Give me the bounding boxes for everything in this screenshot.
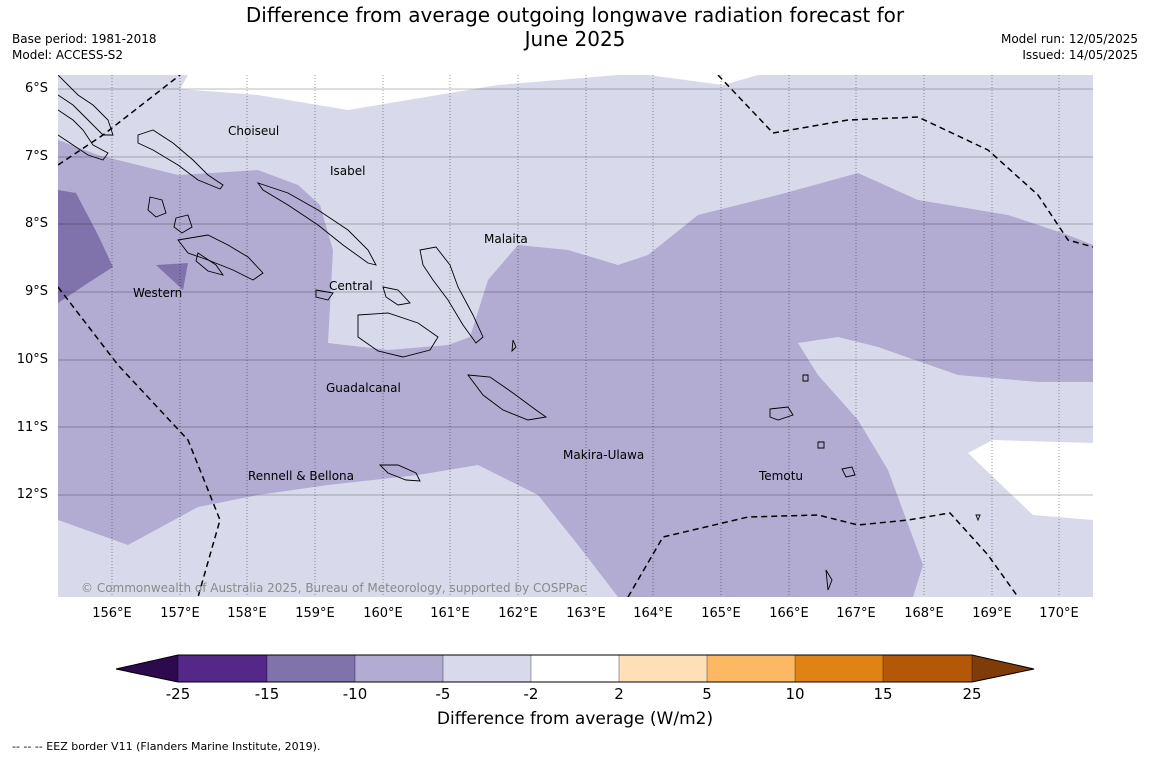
copyright-notice: © Commonwealth of Australia 2025, Bureau… — [81, 581, 586, 595]
lat-label-12s: 12°S — [16, 487, 48, 502]
lon-label-166e: 166°E — [769, 606, 809, 621]
colorbar-segment-5 — [531, 655, 619, 682]
label-malaita: Malaita — [484, 232, 528, 246]
lon-label-162e: 162°E — [498, 606, 538, 621]
base-period: Base period: 1981-2018 — [12, 32, 157, 46]
label-choiseul: Choiseul — [228, 124, 279, 138]
anomaly-band-minus15-minus10-small — [156, 263, 188, 290]
colorbar-label: Difference from average (W/m2) — [436, 709, 714, 729]
island-outlines — [58, 75, 981, 591]
lat-label-6s: 6°S — [24, 81, 48, 96]
island-choiseul — [137, 129, 224, 190]
colorbar-tick-plus10: 10 — [785, 685, 805, 703]
model-name: Model: ACCESS-S2 — [12, 48, 124, 62]
lat-label-8s: 8°S — [24, 216, 48, 231]
anomaly-band-minus2-plus2-east — [968, 440, 1093, 520]
colorbar-tick-plus25: 25 — [962, 685, 982, 703]
map-canvas: Choiseul Isabel Malaita Western Central … — [58, 75, 1093, 597]
lon-label-159e: 159°E — [295, 606, 335, 621]
eez-footnote: -- -- -- EEZ border V11 (Flanders Marine… — [12, 740, 321, 753]
issued-date: Issued: 14/05/2025 — [1022, 48, 1138, 62]
lon-label-169e: 169°E — [972, 606, 1012, 621]
map-panel: Choiseul Isabel Malaita Western Central … — [58, 75, 1093, 597]
island-florida — [315, 289, 334, 301]
model-run: Model run: 12/05/2025 — [1000, 32, 1138, 46]
island-santa-cruz — [769, 406, 794, 421]
island-tikopia — [817, 441, 825, 449]
colorbar — [115, 654, 1035, 683]
colorbar-segment-4 — [443, 655, 531, 682]
map-title: Difference from average outgoing longwav… — [200, 3, 950, 51]
island-reef-islands — [802, 374, 809, 382]
colorbar-segment-8 — [795, 655, 883, 682]
longitude-gridlines — [111, 75, 1060, 597]
lon-label-157e: 157°E — [160, 606, 200, 621]
island-vella-lavella — [147, 196, 167, 218]
colorbar-tick-minus2: -2 — [523, 685, 539, 703]
lon-label-156e: 156°E — [92, 606, 132, 621]
island-anuta — [825, 569, 833, 591]
colorbar-tick-minus25: -25 — [165, 685, 191, 703]
metadata-left: Base period: 1981-2018 Model: ACCESS-S2 — [12, 31, 157, 63]
island-guadalcanal — [357, 312, 439, 358]
colorbar-segment-10 — [972, 655, 1034, 682]
colorbar-segment-0 — [116, 655, 178, 682]
colorbar-segment-6 — [619, 655, 707, 682]
label-rennell-bellona: Rennell & Bellona — [248, 469, 354, 483]
colorbar-tick-plus5: 5 — [702, 685, 712, 703]
island-malaita — [419, 246, 484, 344]
label-isabel: Isabel — [330, 164, 365, 178]
lon-label-161e: 161°E — [430, 606, 470, 621]
lat-label-10s: 10°S — [16, 352, 48, 367]
colorbar-tick-minus5: -5 — [435, 685, 451, 703]
colorbar-segment-2 — [267, 655, 355, 682]
colorbar-segment-7 — [707, 655, 795, 682]
island-kolombangara — [173, 214, 193, 234]
island-ontong — [975, 514, 981, 522]
latitude-gridlines — [58, 88, 1093, 496]
label-central: Central — [329, 279, 373, 293]
anomaly-band-minus15-minus10 — [58, 190, 113, 303]
metadata-right: Model run: 12/05/2025 Issued: 14/05/2025 — [1001, 31, 1138, 63]
lon-label-163e: 163°E — [566, 606, 606, 621]
colorbar-tick-minus10: -10 — [342, 685, 368, 703]
island-makira — [467, 374, 548, 421]
colorbar-outline — [115, 654, 1035, 683]
lon-label-170e: 170°E — [1039, 606, 1079, 621]
label-makira-ulawa: Makira-Ulawa — [563, 448, 644, 462]
lon-label-158e: 158°E — [227, 606, 267, 621]
anomaly-band-minus2-plus2-top — [648, 75, 758, 85]
island-rendova — [195, 252, 225, 276]
lat-label-11s: 11°S — [16, 420, 48, 435]
colorbar-tick-minus15: -15 — [254, 685, 280, 703]
island-isabel — [256, 182, 377, 266]
colorbar-segment-3 — [355, 655, 443, 682]
title-line-2: June 2025 — [524, 27, 626, 51]
title-line-1: Difference from average outgoing longwav… — [245, 3, 905, 27]
island-bougainville — [58, 109, 109, 161]
lat-label-9s: 9°S — [24, 284, 48, 299]
island-sikaiana — [511, 339, 517, 353]
colorbar-segment-9 — [883, 655, 972, 682]
anomaly-band-minus10-minus5 — [58, 140, 1093, 597]
colorbar-dividers — [177, 655, 973, 682]
label-temotu: Temotu — [758, 469, 803, 483]
colorbar-segment-1 — [178, 655, 267, 682]
label-guadalcanal: Guadalcanal — [326, 381, 401, 395]
lon-label-167e: 167°E — [836, 606, 876, 621]
lat-label-7s: 7°S — [24, 149, 48, 164]
lon-label-164e: 164°E — [633, 606, 673, 621]
lon-label-168e: 168°E — [904, 606, 944, 621]
island-new-georgia — [177, 234, 264, 281]
lon-label-165e: 165°E — [701, 606, 741, 621]
colorbar-tick-plus15: 15 — [873, 685, 893, 703]
island-bougainville-north — [58, 75, 114, 136]
island-russell — [382, 286, 411, 306]
island-rennell — [378, 464, 421, 482]
colorbar-tick-plus2: 2 — [614, 685, 624, 703]
label-western: Western — [133, 286, 182, 300]
lon-label-160e: 160°E — [363, 606, 403, 621]
island-vanikoro — [841, 466, 856, 478]
